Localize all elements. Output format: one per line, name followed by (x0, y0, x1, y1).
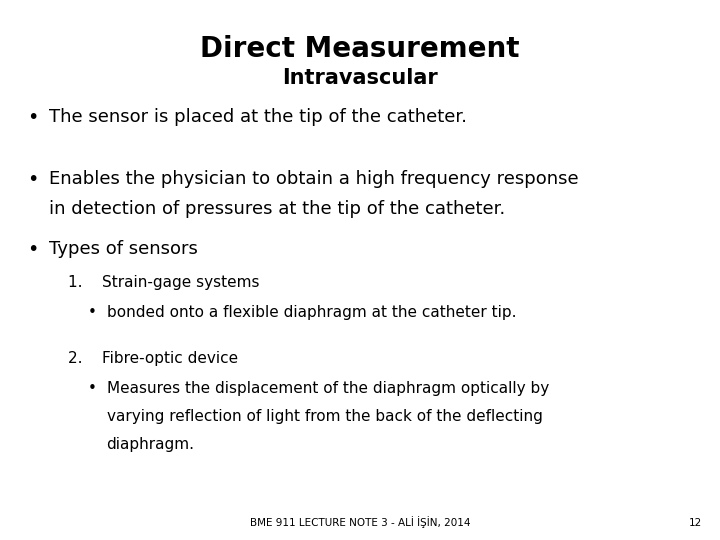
Text: Direct Measurement: Direct Measurement (200, 35, 520, 63)
Text: Types of sensors: Types of sensors (49, 240, 198, 258)
Text: Measures the displacement of the diaphragm optically by: Measures the displacement of the diaphra… (107, 381, 549, 396)
Text: diaphragm.: diaphragm. (107, 437, 194, 452)
Text: •: • (27, 170, 39, 189)
Text: •: • (27, 240, 39, 259)
Text: 12: 12 (689, 518, 702, 528)
Text: bonded onto a flexible diaphragm at the catheter tip.: bonded onto a flexible diaphragm at the … (107, 305, 516, 320)
Text: •: • (88, 381, 96, 396)
Text: 2.    Fibre-optic device: 2. Fibre-optic device (68, 351, 238, 366)
Text: •: • (88, 305, 96, 320)
Text: •: • (27, 108, 39, 127)
Text: in detection of pressures at the tip of the catheter.: in detection of pressures at the tip of … (49, 200, 505, 218)
Text: The sensor is placed at the tip of the catheter.: The sensor is placed at the tip of the c… (49, 108, 467, 126)
Text: varying reflection of light from the back of the deflecting: varying reflection of light from the bac… (107, 409, 542, 424)
Text: 1.    Strain-gage systems: 1. Strain-gage systems (68, 275, 260, 291)
Text: Intravascular: Intravascular (282, 68, 438, 87)
Text: Enables the physician to obtain a high frequency response: Enables the physician to obtain a high f… (49, 170, 579, 188)
Text: BME 911 LECTURE NOTE 3 - ALİ İŞİN, 2014: BME 911 LECTURE NOTE 3 - ALİ İŞİN, 2014 (250, 516, 470, 528)
